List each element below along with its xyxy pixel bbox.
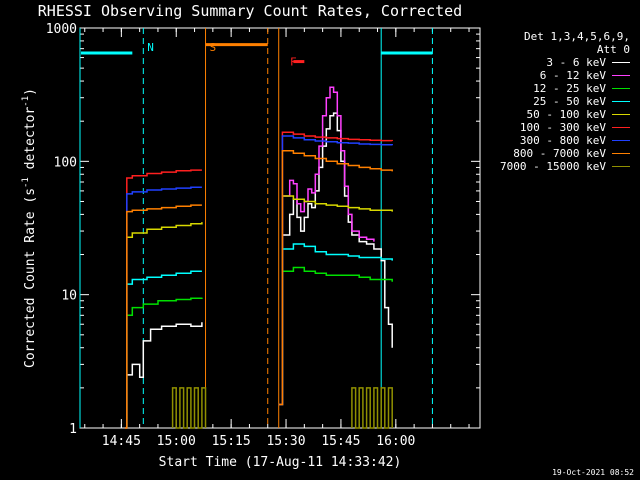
annotation-f: F: [290, 56, 297, 69]
legend-attenuator-line: Att 0: [596, 43, 630, 56]
series-line-7: [125, 186, 202, 429]
plot-area: 1 10 100 1000 14:45 15:00 15:15 15:30 15:45 16:00…: [46, 22, 481, 449]
legend-item-label: 12 - 25 keV: [533, 82, 606, 95]
series-line-4: [278, 243, 393, 406]
legend-item: 6 - 12 keV: [484, 69, 634, 82]
legend-item: 800 - 7000 keV: [484, 147, 634, 160]
legend-item: 3 - 6 keV: [484, 56, 634, 69]
legend-item-label: 100 - 300 keV: [519, 121, 606, 134]
legend-item-label: 25 - 50 keV: [533, 95, 606, 108]
chart-title: RHESSI Observing Summary Count Rates, Co…: [38, 2, 462, 20]
legend-item-label: 3 - 6 keV: [546, 56, 606, 69]
y-tick-label: 1: [69, 422, 77, 437]
series-line-4: [125, 270, 202, 429]
x-tick-label: 16:00: [376, 434, 415, 449]
series-line-3: [125, 297, 203, 429]
series-line-3: [278, 266, 393, 406]
legend-item-label: 50 - 100 keV: [526, 108, 606, 121]
x-axis-label: Start Time (17-Aug-11 14:33:42): [159, 455, 402, 470]
series-line-9: [351, 387, 393, 429]
legend-swatch: [612, 166, 630, 167]
series-line-1: [125, 322, 203, 429]
y-tick-label: 10: [61, 289, 77, 304]
legend-item-label: 300 - 800 keV: [519, 134, 606, 147]
series-line-5: [125, 222, 203, 429]
legend-item: 25 - 50 keV: [484, 95, 634, 108]
series-line-1: [278, 112, 393, 406]
legend-item: 12 - 25 keV: [484, 82, 634, 95]
annotation-s: S: [210, 41, 217, 54]
x-tick-label: 15:15: [212, 434, 251, 449]
y-axis-label: Corrected Count Rate (s-1 detector-1): [21, 88, 38, 368]
legend-swatch: [612, 140, 630, 141]
y-tick-label: 1000: [46, 22, 77, 37]
legend-item-label: 800 - 7000 keV: [513, 147, 606, 160]
x-tick-label: 15:45: [321, 434, 360, 449]
legend-swatch: [612, 127, 630, 128]
x-tick-label: 14:45: [102, 434, 141, 449]
legend-item-label: 6 - 12 keV: [539, 69, 606, 82]
series-line-7: [278, 135, 393, 406]
legend-detector-line: Det 1,3,4,5,6,9,: [524, 30, 630, 43]
legend-swatch: [612, 101, 630, 102]
legend-item: 50 - 100 keV: [484, 108, 634, 121]
generated-timestamp: 19-Oct-2021 08:52: [552, 468, 634, 477]
series-line-8: [278, 150, 393, 406]
series-line-6: [125, 169, 202, 429]
x-tick-label: 15:30: [266, 434, 305, 449]
annotation-n: N: [147, 41, 154, 54]
series-line-5: [278, 195, 393, 406]
legend-swatch: [612, 62, 630, 63]
x-tick-label: 15:00: [157, 434, 196, 449]
series-line-8: [125, 204, 202, 429]
chart-legend: Det 1,3,4,5,6,9, Att 0 3 - 6 keV 6 - 12 k…: [484, 30, 634, 173]
series-line-9: [171, 387, 207, 429]
legend-item: 7000 - 15000 keV: [484, 160, 634, 173]
legend-swatch: [612, 88, 630, 89]
legend-swatch: [612, 153, 630, 154]
series-line-6: [278, 131, 393, 406]
legend-item: 300 - 800 keV: [484, 134, 634, 147]
legend-swatch: [612, 114, 630, 115]
legend-item: 100 - 300 keV: [484, 121, 634, 134]
series-line-2: [278, 86, 375, 406]
y-tick-label: 100: [54, 155, 77, 170]
legend-item-label: 7000 - 15000 keV: [500, 160, 606, 173]
legend-swatch: [612, 75, 630, 76]
